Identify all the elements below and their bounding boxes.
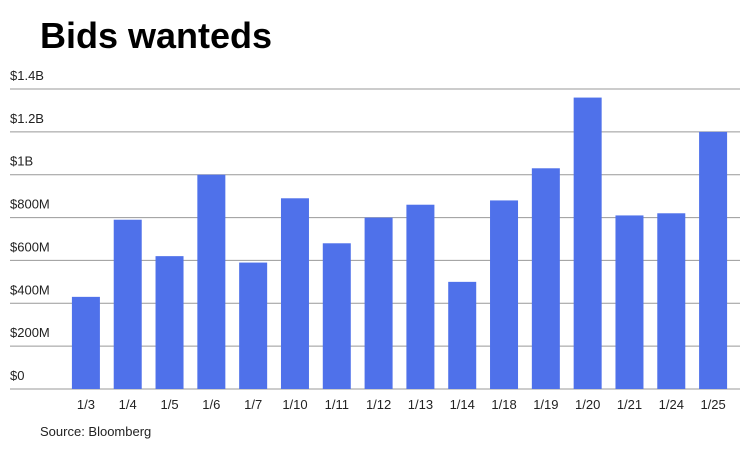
x-tick-label: 1/13: [408, 397, 433, 412]
x-tick-label: 1/25: [700, 397, 725, 412]
bar: [364, 217, 393, 389]
x-tick-label: 1/24: [659, 397, 684, 412]
bar: [490, 200, 519, 389]
x-tick-label: 1/14: [450, 397, 475, 412]
x-tick-label: 1/20: [575, 397, 600, 412]
x-tick-label: 1/6: [202, 397, 220, 412]
y-tick-label: $400M: [10, 282, 50, 297]
x-tick-label: 1/7: [244, 397, 262, 412]
x-tick-label: 1/18: [491, 397, 516, 412]
y-tick-label: $200M: [10, 325, 50, 340]
source: Source: Bloomberg: [40, 424, 151, 439]
x-tick-label: 1/3: [77, 397, 95, 412]
bar: [615, 215, 644, 389]
x-tick-label: 1/11: [325, 397, 349, 412]
y-tick-label: $1B: [10, 154, 33, 169]
bar: [531, 168, 560, 389]
y-tick-label: $1.4B: [10, 68, 44, 83]
x-tick-label: 1/21: [617, 397, 642, 412]
bar: [155, 256, 184, 389]
y-tick-label: $600M: [10, 239, 50, 254]
y-tick-label: $1.2B: [10, 111, 44, 126]
x-tick-label: 1/19: [533, 397, 558, 412]
bar: [406, 204, 435, 389]
bar: [657, 213, 686, 389]
bar: [197, 174, 226, 389]
bar: [573, 97, 602, 390]
bar: [699, 131, 728, 389]
bar: [239, 262, 268, 389]
x-tick-label: 1/5: [160, 397, 178, 412]
bar: [113, 219, 142, 389]
x-tick-label: 1/4: [119, 397, 137, 412]
bar: [448, 281, 477, 389]
y-tick-label: $0: [10, 368, 24, 383]
chart-title: Bids wanteds: [40, 15, 272, 56]
bar: [322, 243, 351, 389]
bar: [71, 296, 100, 389]
y-tick-label: $800M: [10, 197, 50, 212]
bar: [280, 198, 309, 389]
x-tick-label: 1/10: [282, 397, 307, 412]
x-tick-label: 1/12: [366, 397, 391, 412]
